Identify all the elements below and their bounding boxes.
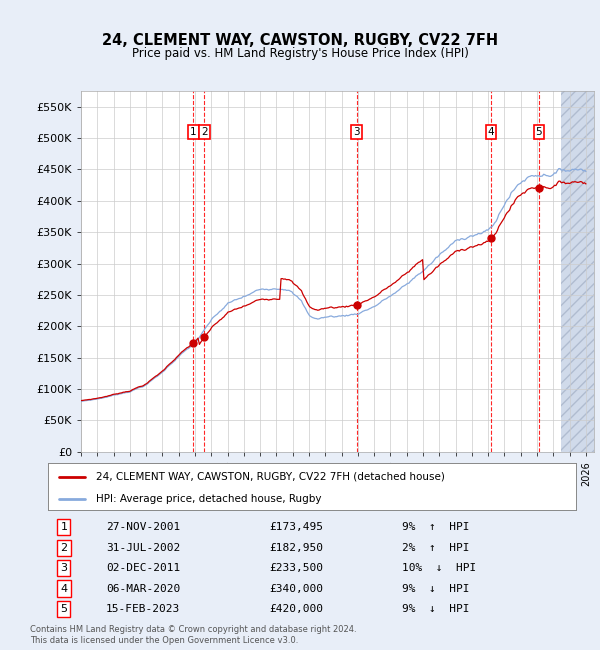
Text: 9%  ↓  HPI: 9% ↓ HPI xyxy=(402,604,469,614)
Text: £340,000: £340,000 xyxy=(270,584,324,593)
Text: 24, CLEMENT WAY, CAWSTON, RUGBY, CV22 7FH: 24, CLEMENT WAY, CAWSTON, RUGBY, CV22 7F… xyxy=(102,32,498,48)
Text: Contains HM Land Registry data © Crown copyright and database right 2024.
This d: Contains HM Land Registry data © Crown c… xyxy=(30,625,356,645)
Text: Price paid vs. HM Land Registry's House Price Index (HPI): Price paid vs. HM Land Registry's House … xyxy=(131,47,469,60)
Text: HPI: Average price, detached house, Rugby: HPI: Average price, detached house, Rugb… xyxy=(95,493,321,504)
Text: 9%  ↓  HPI: 9% ↓ HPI xyxy=(402,584,469,593)
Text: 15-FEB-2023: 15-FEB-2023 xyxy=(106,604,181,614)
Text: 5: 5 xyxy=(61,604,67,614)
Text: £182,950: £182,950 xyxy=(270,543,324,552)
Text: 24, CLEMENT WAY, CAWSTON, RUGBY, CV22 7FH (detached house): 24, CLEMENT WAY, CAWSTON, RUGBY, CV22 7F… xyxy=(95,471,445,482)
Text: 1: 1 xyxy=(190,127,197,136)
Text: 4: 4 xyxy=(488,127,494,136)
Text: 1: 1 xyxy=(61,522,67,532)
Text: 02-DEC-2011: 02-DEC-2011 xyxy=(106,563,181,573)
Text: £173,495: £173,495 xyxy=(270,522,324,532)
Text: 3: 3 xyxy=(353,127,360,136)
Text: 10%  ↓  HPI: 10% ↓ HPI xyxy=(402,563,476,573)
Text: £420,000: £420,000 xyxy=(270,604,324,614)
Text: 27-NOV-2001: 27-NOV-2001 xyxy=(106,522,181,532)
Text: 9%  ↑  HPI: 9% ↑ HPI xyxy=(402,522,469,532)
Text: 2%  ↑  HPI: 2% ↑ HPI xyxy=(402,543,469,552)
Text: £233,500: £233,500 xyxy=(270,563,324,573)
Text: 4: 4 xyxy=(60,584,67,593)
Text: 2: 2 xyxy=(60,543,67,552)
Text: 5: 5 xyxy=(536,127,542,136)
Text: 31-JUL-2002: 31-JUL-2002 xyxy=(106,543,181,552)
Bar xyxy=(562,91,600,452)
Text: 3: 3 xyxy=(61,563,67,573)
Text: 06-MAR-2020: 06-MAR-2020 xyxy=(106,584,181,593)
Text: 2: 2 xyxy=(201,127,208,136)
